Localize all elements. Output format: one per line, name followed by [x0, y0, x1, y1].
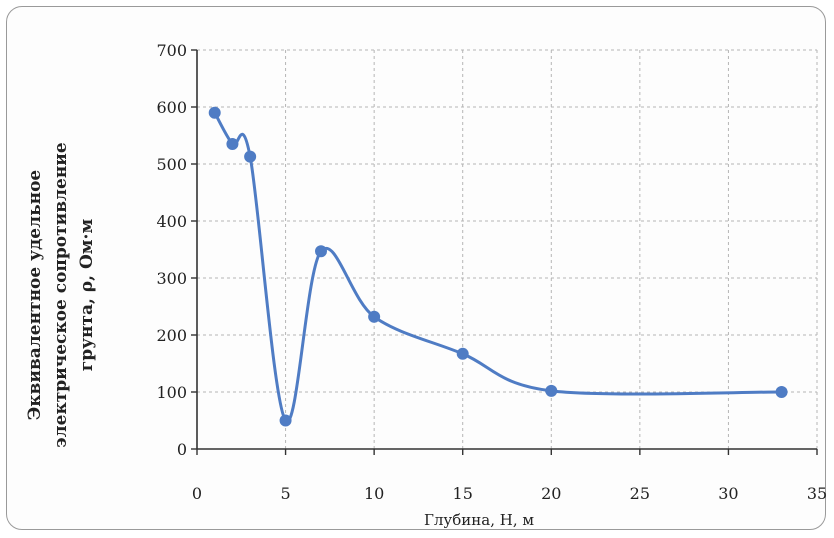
series-line [213, 111, 782, 423]
grid [197, 49, 818, 449]
x-tick-label: 0 [192, 484, 202, 503]
y-tick-label: 500 [156, 155, 187, 174]
data-point [279, 414, 292, 427]
x-axis-title: Глубина, H, м [424, 511, 534, 529]
y-axis-title: Эквивалентное удельное электрическое соп… [25, 142, 97, 448]
x-tick-label: 5 [280, 484, 290, 503]
x-tick-label: 15 [453, 484, 473, 503]
data-point [368, 310, 381, 323]
x-tick-label: 30 [718, 484, 738, 503]
y-axis-title-line-1: Эквивалентное удельное [25, 170, 45, 421]
y-axis-title-line-3: грунта, ρ, Ом·м [77, 219, 97, 372]
data-point [315, 245, 327, 258]
data-point [545, 384, 558, 397]
y-tick-label: 100 [156, 383, 187, 402]
x-tick-label: 25 [630, 484, 650, 503]
axes [191, 49, 818, 455]
x-tick-label: 10 [364, 484, 384, 503]
y-axis-title-line-2: электрическое сопротивление [51, 142, 71, 448]
y-tick-label: 700 [156, 41, 187, 60]
x-tick-labels: 0 5 10 15 20 25 30 35 [192, 484, 827, 503]
data-point [456, 347, 469, 360]
y-tick-label: 200 [156, 326, 187, 345]
data-point [226, 138, 239, 151]
y-tick-label: 400 [156, 212, 187, 231]
x-tick-label: 35 [807, 484, 827, 503]
chart-frame [6, 6, 826, 530]
data-point [208, 106, 221, 119]
y-tick-label: 300 [156, 269, 187, 288]
series [208, 106, 788, 427]
y-tick-label: 600 [156, 98, 187, 117]
x-tick-label: 20 [541, 484, 561, 503]
data-point [775, 386, 788, 398]
data-point [244, 150, 257, 163]
y-tick-labels: 0 100 200 300 400 500 600 700 [156, 41, 187, 459]
y-tick-label: 0 [177, 440, 187, 459]
